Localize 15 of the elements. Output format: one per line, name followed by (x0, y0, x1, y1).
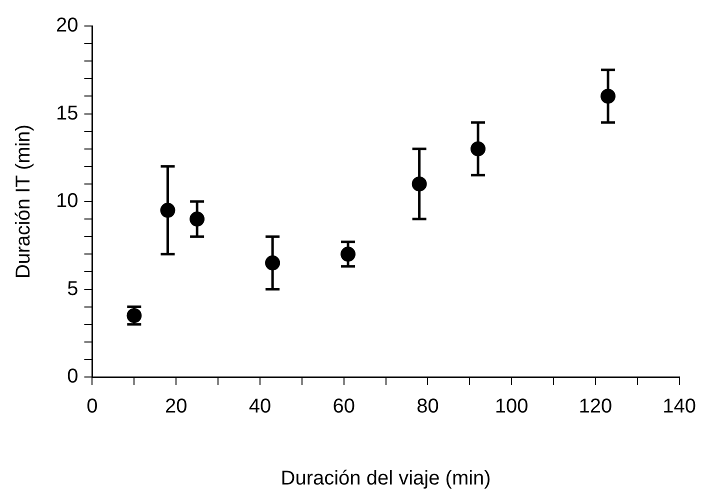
y-tick-label: 20 (56, 14, 78, 37)
x-tick-label: 40 (248, 396, 272, 418)
x-tick-label: 20 (164, 396, 188, 418)
x-tick-label: 0 (86, 396, 98, 418)
x-axis-title: Duración del viaje (min) (280, 468, 491, 490)
y-tick-label: 10 (56, 190, 78, 212)
x-tick-label: 80 (416, 396, 439, 418)
y-tick-label: 0 (67, 366, 78, 388)
y-tick-label: 15 (56, 102, 78, 124)
x-tick-label: 100 (494, 396, 528, 418)
y-tick-label: 5 (67, 278, 78, 300)
x-tick-label: 140 (662, 396, 696, 418)
y-axis-title: Duración IT (min) (12, 124, 35, 279)
x-tick-label: 60 (332, 396, 355, 418)
x-tick-label: 120 (578, 396, 612, 418)
